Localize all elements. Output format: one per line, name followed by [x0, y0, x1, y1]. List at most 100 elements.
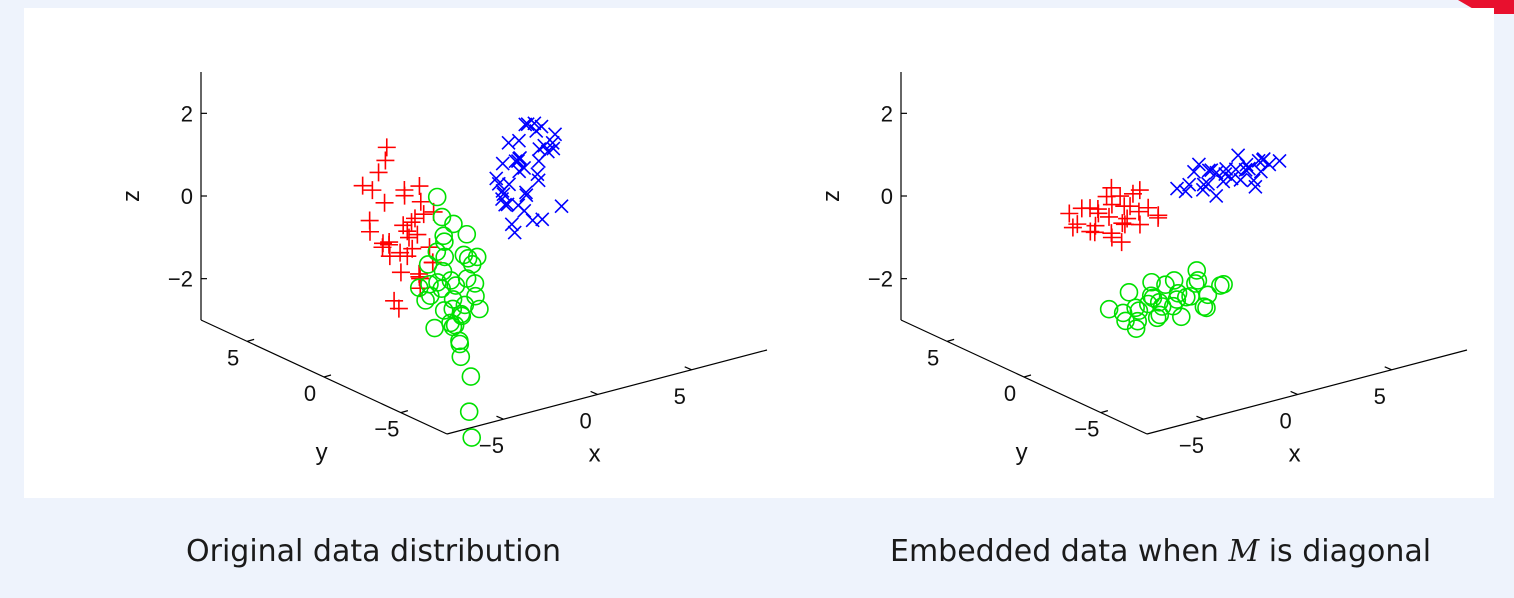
y-tick-mark [1100, 410, 1109, 414]
data-point [504, 217, 519, 232]
data-point [1147, 308, 1167, 328]
data-point [455, 295, 475, 315]
data-point [1195, 182, 1210, 197]
data-point [446, 276, 466, 295]
z-tick-label: −2 [168, 267, 193, 292]
data-point [498, 197, 513, 212]
data-point [375, 193, 394, 212]
data-point [518, 185, 534, 200]
data-point [519, 188, 534, 203]
data-point [360, 222, 379, 241]
data-point [398, 247, 417, 266]
data-point [1113, 214, 1132, 233]
data-point [540, 144, 555, 159]
data-point [1168, 283, 1188, 303]
data-point [1197, 298, 1216, 318]
data-point [408, 225, 427, 244]
data-point [1115, 215, 1134, 234]
data-point [511, 133, 527, 148]
corner-accent-icon [1458, 0, 1514, 14]
x-tick-label: −5 [1179, 433, 1204, 458]
data-point [1102, 178, 1121, 197]
x-tick-label: 0 [579, 408, 591, 433]
z-tick-label: −2 [868, 267, 893, 292]
data-point [418, 255, 438, 274]
data-point [1116, 311, 1135, 331]
data-point [1063, 218, 1082, 237]
data-point [554, 199, 569, 214]
data-point [444, 214, 463, 234]
data-point [511, 198, 526, 213]
series-2 [409, 187, 489, 447]
data-point [457, 224, 477, 244]
data-point [435, 232, 454, 251]
z-tick-label: 2 [181, 101, 193, 126]
data-point [403, 239, 422, 258]
y-tick-mark [323, 374, 332, 378]
data-point [1233, 172, 1248, 187]
data-point [495, 156, 510, 171]
x-tick-label: 5 [674, 384, 686, 409]
data-point [535, 212, 550, 227]
data-point [1111, 187, 1130, 206]
data-point [353, 176, 372, 195]
data-point [530, 167, 545, 182]
data-point [1102, 195, 1121, 214]
y-tick-label: −5 [1074, 417, 1099, 442]
data-point [517, 160, 532, 176]
data-point [1129, 301, 1149, 321]
y-tick-mark [1023, 374, 1032, 378]
data-point [416, 291, 435, 310]
data-point [1172, 307, 1191, 327]
data-point [1113, 303, 1133, 323]
y-axis-title: y [1016, 439, 1028, 466]
plot-panel: −5 0 5 −5 0 5 −2 0 2 x y z −5 0 5 −5 0 5 −2 0 2 x y z [24, 8, 1494, 498]
data-point [1129, 202, 1148, 221]
data-point [470, 299, 489, 319]
chart-2: −5 0 5 −5 0 5 −2 0 2 x y z [818, 72, 1468, 468]
data-point [1088, 200, 1107, 219]
x-tick-mark [496, 415, 504, 420]
series-3 [1169, 148, 1287, 204]
data-point [1152, 297, 1172, 316]
data-point [452, 306, 472, 326]
data-point [1141, 286, 1161, 306]
data-point [545, 135, 560, 150]
y-tick-mark [246, 338, 255, 342]
data-point [1139, 198, 1158, 217]
data-point [405, 209, 424, 228]
data-point [1201, 163, 1216, 178]
y-tick-mark [400, 410, 409, 414]
data-point [451, 347, 471, 367]
data-point [1130, 181, 1149, 200]
data-point [1081, 199, 1100, 218]
data-point [1112, 233, 1131, 252]
data-point [1187, 261, 1207, 280]
data-point [1191, 157, 1206, 172]
data-point [369, 163, 388, 182]
data-point [1167, 290, 1187, 309]
data-point [425, 318, 444, 338]
data-point [399, 228, 418, 247]
data-point [1149, 208, 1168, 227]
x-tick-mark [590, 390, 598, 396]
data-point [1196, 177, 1211, 192]
z-axis-title: z [118, 190, 145, 202]
data-point [458, 249, 478, 268]
data-point [1130, 215, 1149, 234]
data-point [441, 271, 461, 290]
data-point [1150, 305, 1170, 325]
data-point [1186, 274, 1205, 293]
x-tick-label: −5 [479, 433, 504, 458]
scatter-plots-figure: −5 0 5 −5 0 5 −2 0 2 x y z −5 0 5 −5 0 5 −2 0 2 x y z [118, 72, 1468, 468]
data-point [391, 243, 410, 262]
data-point [500, 197, 515, 212]
z-tick-label: 0 [181, 184, 193, 209]
data-point [495, 183, 510, 199]
data-point [1081, 222, 1100, 241]
data-point [389, 299, 408, 318]
x-axis-title: x [1289, 441, 1301, 468]
data-point [1224, 171, 1239, 186]
x-tick-label: 5 [1374, 384, 1386, 409]
y-tick-label: 5 [227, 345, 239, 370]
